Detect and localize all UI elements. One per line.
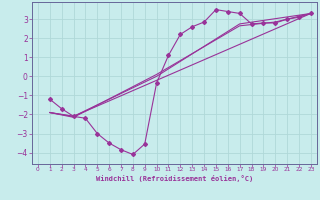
X-axis label: Windchill (Refroidissement éolien,°C): Windchill (Refroidissement éolien,°C) [96, 175, 253, 182]
